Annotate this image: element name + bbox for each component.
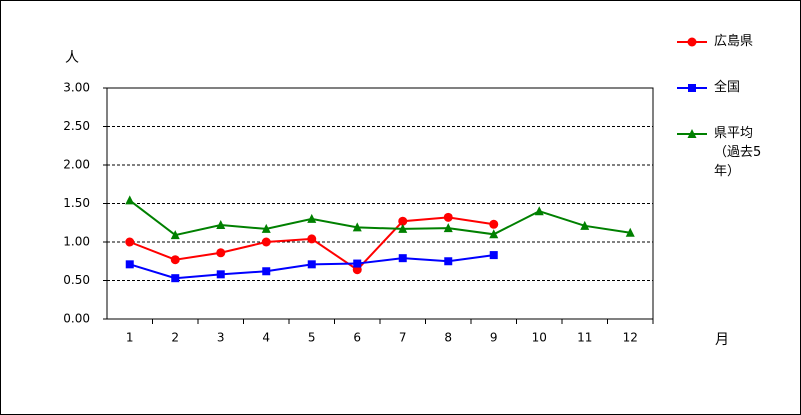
y-tick-label: 2.00 <box>63 158 90 172</box>
marker <box>688 84 696 92</box>
legend-label: 県平均（過去5年） <box>714 126 762 179</box>
marker <box>398 216 408 226</box>
x-tick-label: 6 <box>353 331 361 345</box>
marker <box>125 195 135 205</box>
marker <box>398 254 407 263</box>
marker <box>125 237 135 247</box>
marker <box>307 213 317 223</box>
marker <box>444 257 453 266</box>
x-tick-label: 2 <box>171 331 179 345</box>
marker <box>443 223 453 233</box>
marker <box>534 206 544 216</box>
y-tick-label: 2.50 <box>63 119 90 133</box>
marker <box>398 223 408 233</box>
marker <box>580 220 590 230</box>
marker <box>125 260 134 269</box>
marker <box>352 222 362 232</box>
x-unit: 月 <box>715 332 729 348</box>
y-tick-label: 0.50 <box>63 273 90 287</box>
marker <box>443 212 453 222</box>
marker <box>216 248 226 258</box>
marker <box>216 270 225 279</box>
x-tick-label: 3 <box>217 331 225 345</box>
x-tick-label: 11 <box>577 331 592 345</box>
y-tick-label: 0.00 <box>63 312 90 326</box>
x-tick-label: 4 <box>262 331 270 345</box>
legend-label: 広島県 <box>714 34 754 49</box>
marker <box>489 219 499 229</box>
y-tick-label: 3.00 <box>63 81 90 95</box>
marker <box>489 229 499 239</box>
marker <box>170 230 180 240</box>
x-tick-label: 5 <box>308 331 316 345</box>
legend-label: 全国 <box>714 80 741 95</box>
y-unit: 人 <box>65 50 79 66</box>
y-tick-label: 1.00 <box>63 235 90 249</box>
marker <box>170 255 180 265</box>
marker <box>353 259 362 268</box>
marker <box>307 260 316 269</box>
y-tick-label: 1.50 <box>63 196 90 210</box>
marker <box>261 237 271 247</box>
marker <box>261 223 271 233</box>
marker <box>216 220 226 230</box>
marker <box>489 251 498 260</box>
marker <box>262 267 271 276</box>
x-tick-label: 9 <box>490 331 498 345</box>
x-tick-label: 10 <box>532 331 547 345</box>
marker <box>171 274 180 283</box>
x-tick-label: 1 <box>126 331 134 345</box>
x-tick-label: 12 <box>623 331 638 345</box>
x-tick-label: 8 <box>444 331 452 345</box>
marker <box>307 234 317 244</box>
marker <box>687 37 697 47</box>
marker <box>687 129 697 138</box>
x-tick-label: 7 <box>399 331 407 345</box>
marker <box>625 227 635 237</box>
series-line <box>129 199 631 237</box>
